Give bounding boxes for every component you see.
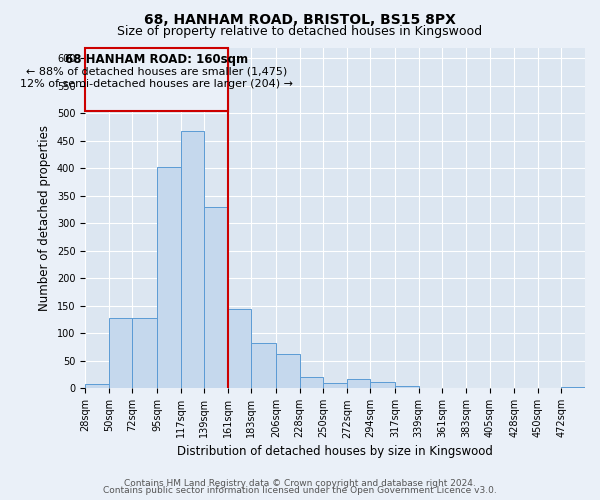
Bar (299, 378, 323, 388)
Text: ← 88% of detached houses are smaller (1,475): ← 88% of detached houses are smaller (1,… (26, 66, 287, 76)
Bar (276, 354, 299, 388)
Bar (181, 130, 204, 388)
Text: Size of property relative to detached houses in Kingswood: Size of property relative to detached ho… (118, 25, 482, 38)
Bar (85, 384, 109, 388)
Bar (323, 383, 347, 388)
Text: Contains HM Land Registry data © Crown copyright and database right 2024.: Contains HM Land Registry data © Crown c… (124, 478, 476, 488)
Bar (204, 207, 228, 388)
Bar (562, 386, 585, 388)
Bar (347, 379, 370, 388)
Text: Contains public sector information licensed under the Open Government Licence v3: Contains public sector information licen… (103, 486, 497, 495)
FancyBboxPatch shape (85, 48, 228, 110)
Bar (370, 382, 395, 388)
X-axis label: Distribution of detached houses by size in Kingswood: Distribution of detached houses by size … (177, 444, 493, 458)
Y-axis label: Number of detached properties: Number of detached properties (38, 125, 51, 311)
Bar (228, 308, 251, 388)
Bar (157, 167, 181, 388)
Text: 12% of semi-detached houses are larger (204) →: 12% of semi-detached houses are larger (… (20, 80, 293, 90)
Bar (251, 342, 276, 388)
Bar (133, 318, 157, 388)
Bar (109, 318, 133, 388)
Text: 68 HANHAM ROAD: 160sqm: 68 HANHAM ROAD: 160sqm (65, 53, 248, 66)
Bar (395, 386, 419, 388)
Text: 68, HANHAM ROAD, BRISTOL, BS15 8PX: 68, HANHAM ROAD, BRISTOL, BS15 8PX (144, 12, 456, 26)
